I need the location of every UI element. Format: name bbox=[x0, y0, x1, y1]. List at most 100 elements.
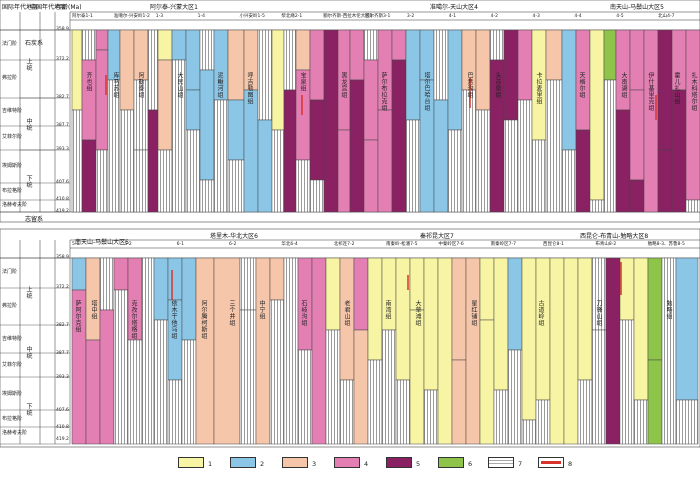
formation-block bbox=[323, 29, 339, 213]
formation-block bbox=[227, 159, 245, 213]
age-tick-label: 419.2 bbox=[56, 209, 69, 214]
formation-block bbox=[353, 257, 369, 331]
age-tick-label: 410.8 bbox=[56, 197, 69, 202]
formation-block bbox=[95, 29, 109, 51]
formation-block bbox=[603, 29, 617, 81]
formation-block bbox=[493, 389, 509, 445]
legend-swatch bbox=[386, 457, 412, 468]
formation-block bbox=[377, 109, 393, 213]
formation-label: 依木干他乌组 bbox=[170, 300, 177, 339]
subregion-label: 中秦岭区7-6 bbox=[438, 242, 464, 247]
formation-label: 萨尔布拉克组 bbox=[380, 72, 387, 111]
formation-block bbox=[153, 319, 169, 445]
formation-block bbox=[227, 29, 245, 101]
formation-label: 天格尔组 bbox=[578, 72, 585, 98]
formation-block bbox=[213, 257, 241, 445]
formation-block bbox=[561, 149, 577, 213]
formation-block bbox=[167, 379, 183, 445]
legend-number: 5 bbox=[416, 460, 421, 468]
formation-block bbox=[451, 359, 467, 445]
formation-block bbox=[85, 339, 101, 445]
formation-block bbox=[479, 257, 495, 321]
formation-block bbox=[257, 29, 273, 121]
legend-swatch bbox=[230, 457, 256, 468]
formation-block bbox=[549, 257, 565, 445]
subregion-label: 6-1 bbox=[176, 242, 185, 247]
formation-block bbox=[545, 29, 563, 81]
subregion-label: 华北6-4 bbox=[281, 242, 298, 247]
formation-label: 星红铺组 bbox=[470, 300, 477, 326]
subregion-label: 4-4 bbox=[574, 14, 582, 19]
formation-block bbox=[239, 309, 257, 445]
formation-block bbox=[133, 149, 149, 213]
formation-block bbox=[475, 29, 491, 111]
age-tick-label: 419.2 bbox=[56, 437, 69, 442]
series-label: 下统 bbox=[25, 403, 32, 416]
formation-block bbox=[113, 289, 129, 445]
formation-block bbox=[531, 139, 547, 213]
subregion-label: 准噶尔-兴安岭1-2 bbox=[113, 14, 150, 19]
age-tick-label: 382.7 bbox=[56, 323, 69, 328]
formation-label: 霍儿扎山组 bbox=[673, 72, 680, 105]
formation-block bbox=[461, 89, 477, 213]
legend-swatch-bar bbox=[541, 461, 561, 464]
formation-block bbox=[283, 29, 297, 91]
region-title: 准噶尔-天山大区4 bbox=[430, 4, 478, 11]
legend-number: 2 bbox=[260, 460, 265, 468]
formation-block bbox=[325, 257, 341, 331]
age-tick-label: 407.6 bbox=[56, 408, 69, 413]
formation-block bbox=[685, 199, 700, 213]
formation-block bbox=[367, 257, 383, 361]
formation-block bbox=[521, 419, 537, 445]
formation-block bbox=[147, 109, 159, 213]
formation-block bbox=[391, 59, 407, 213]
formation-block bbox=[349, 29, 365, 81]
formation-block bbox=[629, 29, 645, 91]
subregion-label: 柴北缘2-1 bbox=[281, 14, 303, 19]
formation-label: 黑龙宫组 bbox=[340, 72, 347, 98]
formation-block bbox=[309, 99, 325, 181]
system-label-bottom: 志留系 bbox=[25, 216, 44, 223]
formation-block bbox=[195, 257, 215, 445]
stage-label: 艾菲尔阶 bbox=[2, 134, 23, 140]
formation-block bbox=[507, 257, 523, 351]
age-tick-label: 372.2 bbox=[56, 57, 69, 62]
formation-block bbox=[479, 319, 495, 445]
formation-block bbox=[311, 257, 327, 445]
formation-block bbox=[381, 329, 397, 445]
formation-block bbox=[437, 257, 453, 445]
formation-block bbox=[157, 29, 173, 61]
formation-label: 阿尔腾柯斯组 bbox=[200, 300, 207, 339]
subregion-label: 布青山8-2 bbox=[595, 242, 617, 247]
formation-block bbox=[535, 257, 551, 401]
formation-block bbox=[633, 399, 649, 445]
formation-block bbox=[167, 257, 183, 301]
formation-block bbox=[423, 389, 439, 445]
formation-block bbox=[447, 29, 463, 131]
age-tick-label: 358.9 bbox=[56, 255, 69, 260]
formation-block bbox=[107, 79, 121, 213]
series-label: 上统 bbox=[25, 286, 32, 299]
formation-block bbox=[629, 89, 645, 181]
formation-block bbox=[503, 119, 519, 213]
formation-block bbox=[181, 257, 197, 341]
formation-block bbox=[561, 29, 577, 151]
formation-label: 卡拉麦里组 bbox=[535, 72, 542, 105]
formation-label: 古道岭组 bbox=[537, 300, 544, 326]
formation-block bbox=[507, 349, 523, 445]
age-tick-label: 410.8 bbox=[56, 425, 69, 430]
series-label: 上统 bbox=[25, 58, 32, 71]
formation-block bbox=[271, 129, 285, 213]
age-tick-label: 358.9 bbox=[56, 27, 69, 32]
formation-label: 大南湖组 bbox=[620, 72, 627, 98]
formation-block bbox=[119, 29, 135, 111]
region-title: 西昆仑-布青山-勉略大区8 bbox=[580, 233, 649, 240]
subregion-label: 6-2 bbox=[229, 242, 237, 247]
legend-swatch bbox=[438, 457, 464, 468]
formation-block bbox=[339, 379, 355, 445]
region-title: 塔里木-华北大区6 bbox=[210, 233, 258, 240]
formation-block bbox=[521, 257, 537, 421]
formation-block bbox=[185, 129, 201, 213]
formation-block bbox=[71, 257, 87, 291]
